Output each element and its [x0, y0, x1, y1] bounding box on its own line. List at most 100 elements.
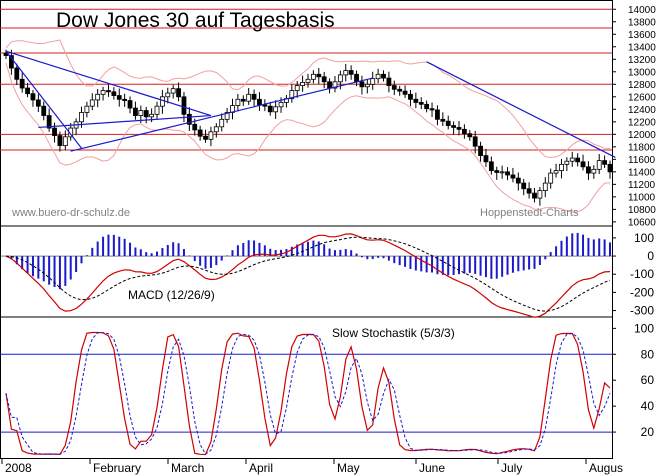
x-axis: 2008 February March April May June July Augus: [1, 458, 623, 475]
candle-body: [203, 135, 208, 140]
candle-body: [586, 166, 591, 174]
macd-tick-label: 0: [647, 249, 654, 263]
candle-body: [122, 98, 128, 101]
candle-body: [354, 73, 359, 83]
candle-body: [79, 112, 84, 123]
candle-body: [127, 100, 133, 109]
candle-body: [424, 103, 430, 110]
plot-border: [0, 0, 613, 459]
candle-body: [310, 73, 316, 80]
candle-body: [19, 78, 25, 89]
stochastic-k-line: [5, 331, 611, 456]
x-tick-label: May: [337, 461, 360, 475]
candle-body: [251, 93, 257, 100]
candle-body: [8, 55, 14, 69]
chart-title: Dow Jones 30 auf Tagesbasis: [56, 9, 335, 32]
candle-body: [542, 182, 548, 192]
candle-body: [337, 74, 343, 83]
candle-body: [359, 81, 365, 88]
price-candles: [3, 49, 613, 206]
candle-body: [100, 90, 106, 95]
candle-body: [219, 118, 225, 128]
candle-body: [159, 96, 165, 107]
candle-body: [224, 112, 230, 120]
candle-body: [165, 92, 171, 98]
candle-body: [397, 88, 403, 92]
candle-body: [548, 172, 554, 184]
resistance-lines: [0, 8, 612, 151]
candle-body: [84, 105, 90, 113]
macd-tick-label: -300: [630, 304, 654, 318]
candle-body: [381, 73, 386, 79]
candle-body: [235, 98, 241, 106]
candle-body: [181, 96, 187, 115]
candle-body: [41, 105, 47, 116]
candle-body: [343, 70, 349, 76]
price-tick-label: 10600: [628, 217, 656, 228]
price-tick-label: 11600: [628, 155, 656, 166]
candle-body: [106, 90, 111, 93]
candle-body: [526, 188, 532, 194]
watermark-right: Hoppenstedt-Charts: [480, 207, 579, 219]
candle-body: [408, 93, 413, 100]
candle-body: [332, 81, 338, 89]
bollinger-bands: [5, 39, 611, 213]
price-tick-label: 12400: [628, 105, 656, 116]
candle-body: [461, 128, 467, 135]
candle-body: [386, 77, 392, 86]
candle-body: [391, 85, 397, 90]
candle-body: [138, 110, 144, 116]
price-tick-label: 13400: [628, 42, 656, 53]
candle-body: [370, 78, 376, 85]
macd-label: MACD (12/26/9): [128, 288, 215, 302]
x-tick-label: July: [501, 461, 522, 475]
price-tick-label: 12000: [628, 130, 656, 141]
candle-body: [133, 107, 138, 116]
candle-body: [89, 99, 95, 107]
candle-body: [510, 174, 516, 179]
candle-body: [483, 155, 489, 163]
candle-body: [440, 118, 446, 122]
x-tick-label: March: [171, 461, 204, 475]
trendline: [5, 50, 82, 149]
x-tick-label: April: [249, 461, 273, 475]
candle-body: [607, 163, 613, 173]
candle-body: [95, 93, 101, 101]
price-tick-label: 13600: [628, 30, 656, 41]
candle-body: [456, 127, 462, 130]
upper-band: [5, 39, 611, 159]
macd-signal-line: [5, 236, 611, 312]
candle-body: [240, 98, 246, 102]
candle-body: [505, 171, 510, 176]
candle-body: [186, 113, 192, 125]
watermark-left: www.buero-dr-schulz.de: [11, 207, 130, 219]
lower-band: [5, 62, 611, 213]
candle-body: [267, 105, 273, 113]
candle-body: [25, 87, 30, 95]
price-tick-label: 12800: [628, 80, 656, 91]
candle-body: [14, 67, 20, 80]
stochastic-label: Slow Stochastik (5/3/3): [332, 326, 455, 340]
candle-body: [35, 99, 41, 107]
candle-body: [149, 113, 155, 118]
candle-body: [478, 145, 483, 156]
candle-body: [602, 160, 608, 165]
candle-body: [348, 70, 354, 75]
price-tick-label: 11400: [628, 167, 656, 178]
macd-tick-label: -100: [630, 267, 654, 281]
macd-tick-label: -200: [630, 285, 654, 299]
candle-body: [170, 88, 176, 94]
candle-body: [116, 95, 122, 100]
candle-body: [375, 73, 381, 80]
candle-body: [278, 102, 284, 108]
candle-body: [111, 91, 117, 96]
candle-body: [316, 73, 322, 78]
candle-body: [46, 115, 52, 129]
candle-body: [515, 177, 521, 184]
candle-body: [52, 127, 57, 136]
x-tick-label: February: [93, 461, 141, 475]
price-tick-label: 12600: [628, 92, 656, 103]
candle-body: [413, 98, 419, 103]
candle-body: [418, 102, 424, 105]
